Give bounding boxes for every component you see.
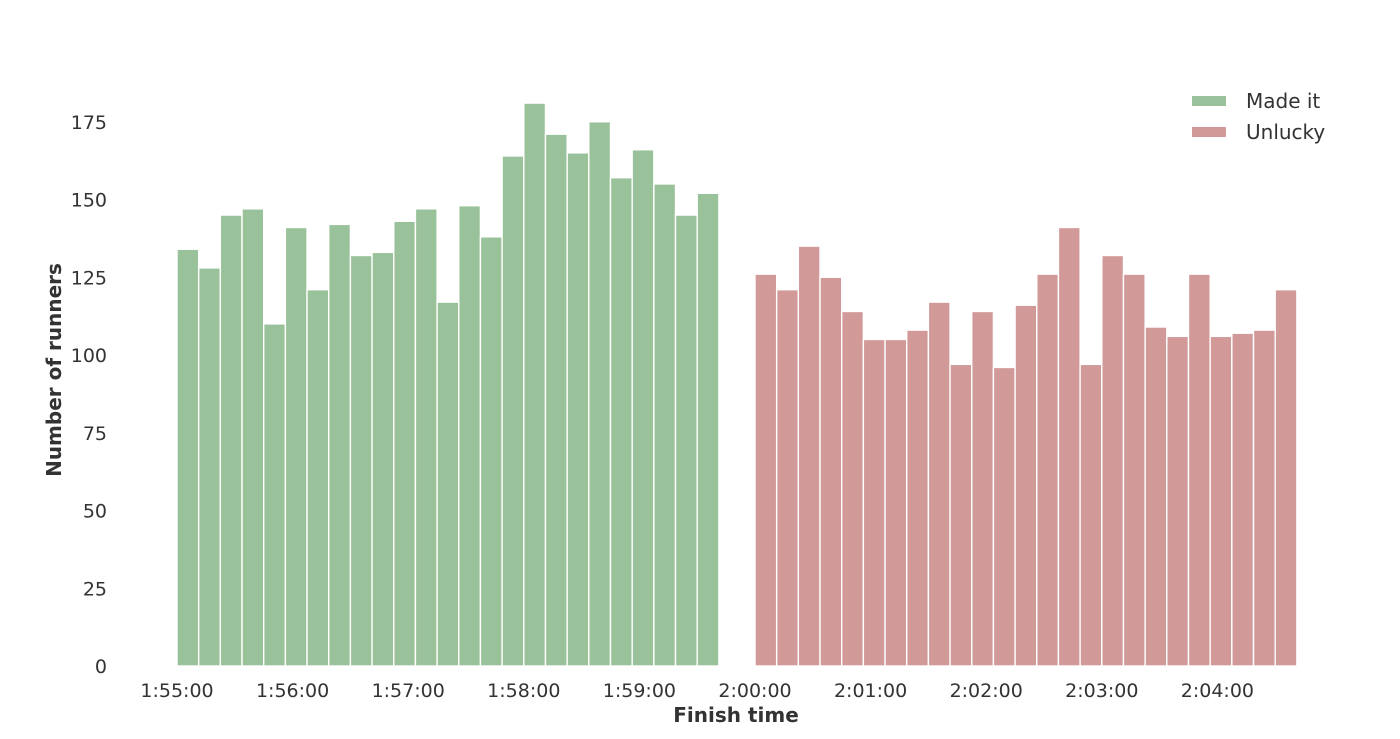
x-tick-label: 1:57:00 [372, 680, 445, 702]
bar-unlucky-19 [1166, 335, 1190, 667]
y-axis-title: Number of runners [42, 263, 66, 477]
bar-unlucky-0 [754, 273, 778, 667]
y-tick-label: 100 [71, 345, 107, 367]
bar-unlucky-2 [797, 245, 821, 667]
bar-made-it-1 [197, 267, 222, 667]
bar-unlucky-1 [775, 288, 800, 667]
bar-made-it-13 [458, 205, 482, 667]
bar-made-it-18 [566, 152, 590, 667]
x-tick-label: 1:58:00 [487, 680, 560, 702]
bar-made-it-23 [674, 214, 698, 667]
bar-made-it-2 [219, 214, 243, 667]
bar-made-it-0 [176, 248, 200, 667]
x-tick-label: 1:56:00 [256, 680, 329, 702]
x-axis-ticks: 1:55:00 1:56:00 1:57:00 1:58:00 1:59:00 2:00:… [140, 680, 1254, 702]
legend-label-unlucky: Unlucky [1246, 120, 1325, 144]
y-tick-label: 150 [71, 190, 107, 212]
y-tick-label: 125 [71, 267, 107, 289]
y-axis-ticks: 0 25 50 75 100 125 150 175 [71, 112, 107, 678]
x-tick-label: 2:00:00 [718, 680, 791, 702]
bar-made-it-6 [306, 288, 330, 667]
bar-made-it-24 [696, 192, 720, 667]
bar-unlucky-11 [992, 366, 1016, 667]
bar-made-it-14 [479, 236, 503, 667]
bar-unlucky-6 [884, 338, 908, 667]
bar-made-it-22 [653, 183, 677, 667]
bar-made-it-10 [393, 220, 417, 667]
legend-swatch-unlucky [1192, 127, 1226, 137]
bar-unlucky-8 [927, 301, 951, 667]
bar-unlucky-5 [862, 338, 886, 667]
bar-made-it-17 [544, 133, 568, 667]
x-tick-label: 1:55:00 [140, 680, 213, 702]
bar-unlucky-20 [1187, 273, 1211, 667]
bar-unlucky-14 [1057, 226, 1081, 667]
bar-made-it-8 [349, 254, 373, 667]
bar-made-it-3 [241, 208, 265, 667]
bar-made-it-15 [501, 155, 525, 667]
x-tick-label: 2:01:00 [834, 680, 907, 702]
bar-unlucky-7 [906, 329, 930, 667]
bar-unlucky-13 [1036, 273, 1060, 667]
bar-unlucky-17 [1122, 273, 1146, 667]
x-tick-label: 2:02:00 [950, 680, 1023, 702]
bar-unlucky-22 [1231, 332, 1255, 667]
bar-made-it-7 [328, 223, 352, 667]
legend-label-made-it: Made it [1246, 89, 1320, 113]
y-tick-label: 75 [83, 423, 107, 445]
bar-made-it-12 [436, 301, 460, 667]
y-tick-label: 0 [95, 656, 107, 678]
bar-made-it-21 [631, 149, 655, 667]
y-tick-label: 25 [83, 578, 107, 600]
bar-made-it-4 [263, 323, 287, 667]
y-tick-label: 50 [83, 501, 107, 523]
bar-made-it-16 [523, 102, 547, 667]
x-axis-title: Finish time [673, 703, 799, 727]
bar-made-it-19 [588, 121, 612, 667]
bar-unlucky-9 [949, 363, 973, 667]
x-tick-label: 2:04:00 [1181, 680, 1254, 702]
bar-unlucky-10 [971, 310, 995, 667]
legend: Made it Unlucky [1192, 89, 1325, 144]
bar-unlucky-21 [1209, 335, 1233, 667]
bar-unlucky-24 [1274, 288, 1298, 667]
bar-unlucky-23 [1252, 329, 1276, 667]
bar-unlucky-12 [1014, 304, 1038, 667]
bar-made-it-20 [609, 177, 633, 667]
bar-made-it-11 [414, 208, 438, 667]
bar-unlucky-16 [1101, 254, 1125, 667]
bar-unlucky-4 [841, 310, 865, 667]
y-tick-label: 175 [71, 112, 107, 134]
bar-made-it-9 [371, 251, 395, 667]
x-tick-label: 1:59:00 [603, 680, 676, 702]
bar-unlucky-18 [1144, 326, 1168, 667]
x-tick-label: 2:03:00 [1065, 680, 1138, 702]
bars-layer [176, 102, 1298, 667]
bar-unlucky-15 [1079, 363, 1103, 667]
bar-unlucky-3 [819, 276, 843, 667]
bar-made-it-5 [284, 226, 308, 667]
legend-swatch-made-it [1192, 96, 1226, 106]
